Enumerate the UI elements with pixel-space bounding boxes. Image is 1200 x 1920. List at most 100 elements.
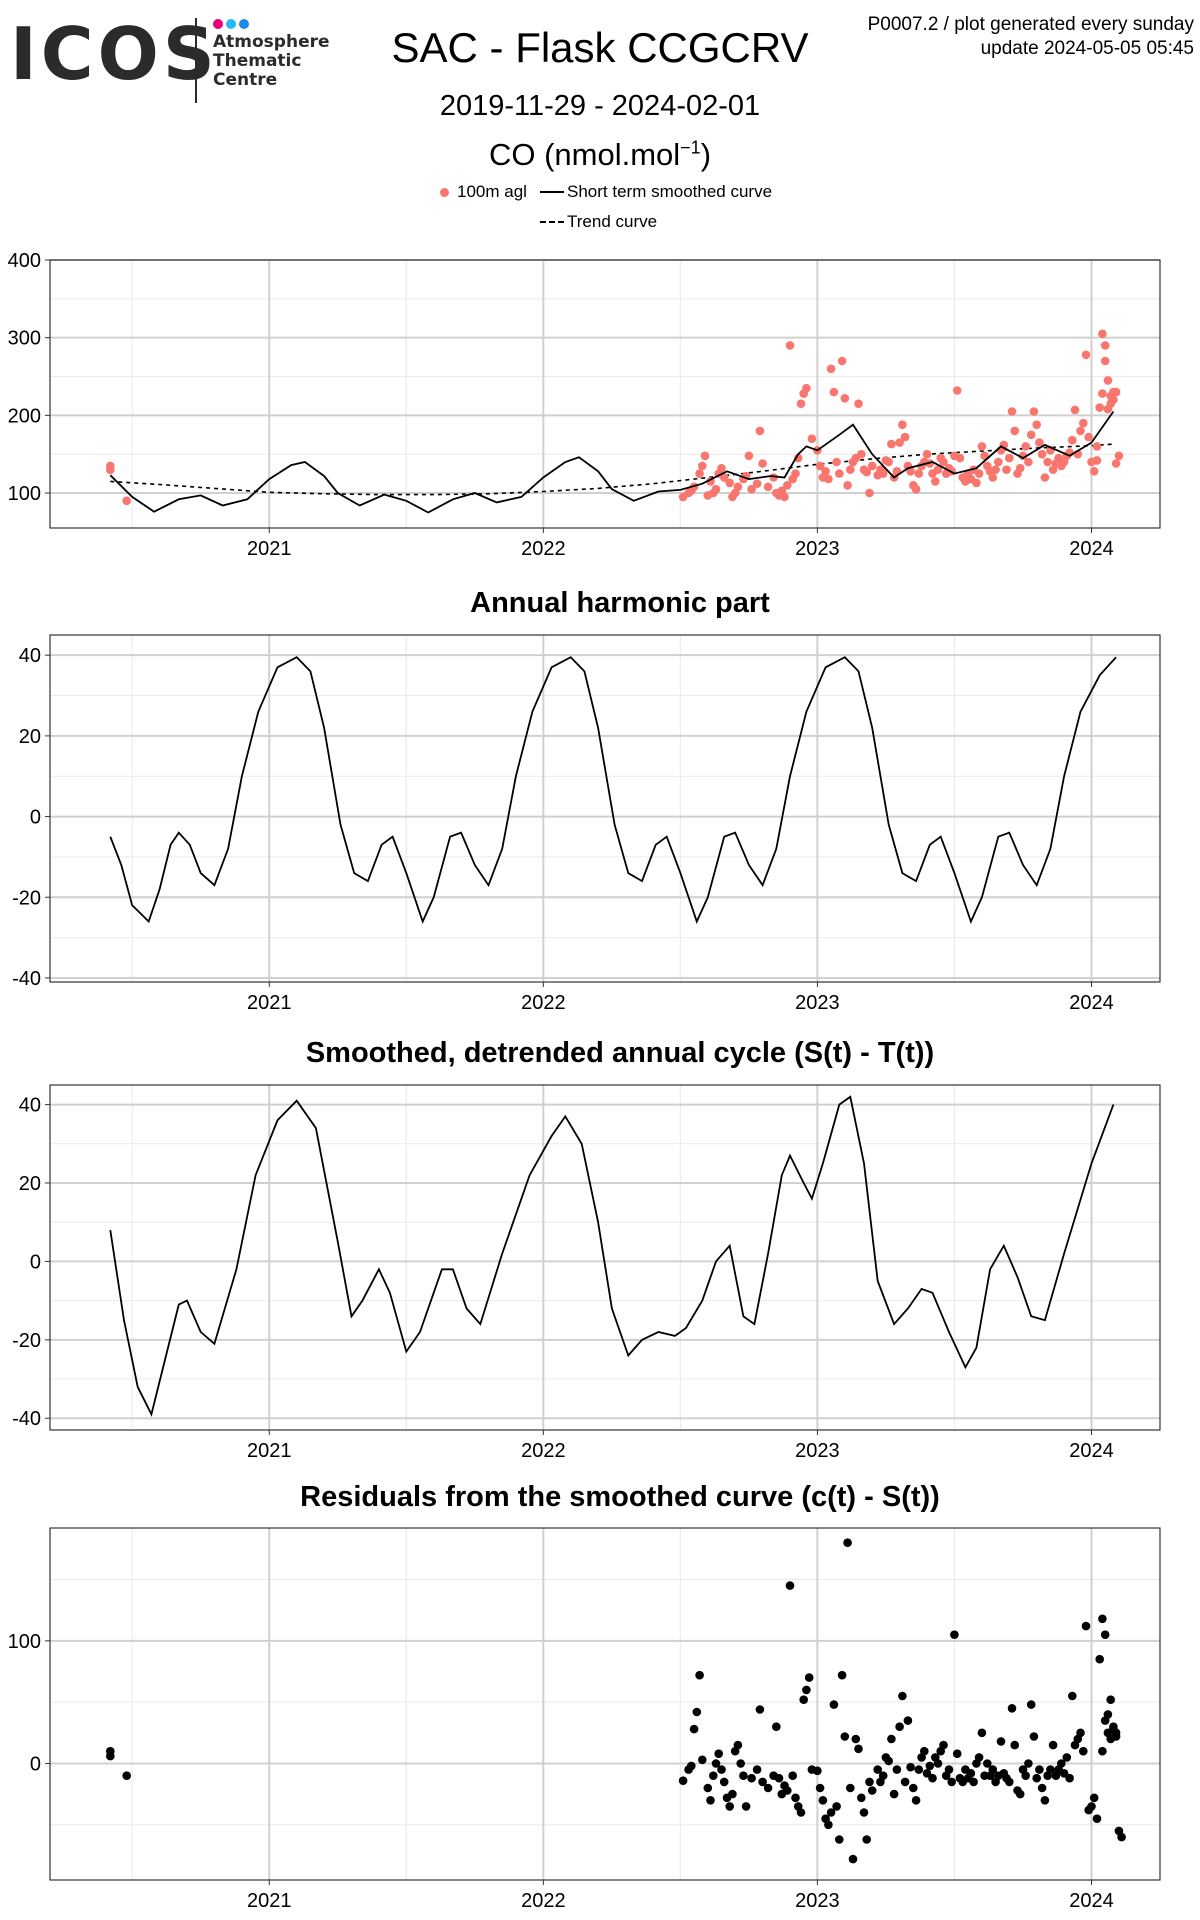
co-data-point (824, 474, 833, 484)
residual-point (725, 1802, 734, 1811)
co-data-point (1024, 457, 1033, 467)
residual-point (703, 1783, 713, 1793)
co-data-point (840, 394, 850, 403)
residual-point (983, 1759, 992, 1768)
residual-point (909, 1783, 918, 1793)
co-data-point (752, 479, 762, 488)
residual-point (774, 1773, 784, 1783)
residual-point (1117, 1832, 1126, 1842)
co-data-point (933, 465, 943, 474)
co-data-point (1032, 420, 1041, 429)
residual-point (988, 1765, 998, 1774)
co-data-point (952, 386, 962, 395)
residual-point (832, 1802, 841, 1811)
logo-dot-magenta (213, 19, 223, 29)
icos-logo: ICOS (10, 12, 219, 96)
co-data-point (1079, 418, 1088, 428)
residual-point (695, 1670, 704, 1680)
co-data-point (763, 482, 773, 492)
annual-harmonic-chart: Annual harmonic part 2021 2022 2023 2024 -40 -… (12, 587, 1161, 1014)
species-unit-exponent: −1 (680, 137, 701, 158)
legend-item-points: 100m agl (440, 182, 527, 202)
co-data-point (854, 399, 863, 408)
trend-curve (110, 443, 1114, 496)
update-timestamp: update 2024-05-05 05:45 (980, 38, 1194, 59)
residual-point (826, 1808, 836, 1817)
co-data-point (914, 469, 924, 478)
residual-point (859, 1808, 869, 1817)
residual-point (1021, 1771, 1030, 1780)
residual-point (873, 1765, 882, 1774)
residual-point (799, 1695, 808, 1704)
residual-point (840, 1732, 850, 1741)
plot-title: SAC - Flask CCGCRV (391, 24, 809, 71)
co-data-point (826, 364, 836, 374)
y-tick-label: 0 (30, 1251, 41, 1273)
residual-point (944, 1765, 954, 1774)
co-data-point (791, 469, 800, 478)
residual-point (711, 1759, 721, 1768)
co-data-point (972, 478, 981, 488)
co-data-point (911, 484, 921, 494)
legend-dashed-line-icon (540, 221, 564, 223)
co-data-point (898, 420, 907, 429)
residual-point (878, 1771, 888, 1780)
co-data-point (1007, 407, 1017, 416)
residual-point (835, 1835, 844, 1844)
y-tick-label: 40 (19, 1095, 41, 1117)
x-tick-label: 2024 (1069, 1440, 1114, 1462)
residual-point (892, 1765, 902, 1774)
residual-point (1037, 1783, 1047, 1793)
residual-point (1010, 1740, 1019, 1750)
residual-point (862, 1835, 871, 1844)
co-data-point (1111, 387, 1121, 397)
co-data-point (733, 482, 743, 492)
residual-point (939, 1740, 948, 1750)
co-timeseries-chart: 2021 2022 2023 2024 100 200 300 400 (8, 250, 1161, 560)
residual-point (706, 1796, 715, 1805)
residual-point (952, 1749, 962, 1758)
co-data-point (1103, 376, 1113, 385)
residual-point (719, 1777, 729, 1787)
date-range: 2019-11-29 - 2024-02-01 (439, 90, 761, 122)
cycle-curve (109, 656, 1117, 924)
co-data-point (106, 465, 115, 474)
co-data-point (719, 473, 729, 482)
residual-point (947, 1777, 956, 1787)
y-tick-label: 400 (8, 250, 41, 272)
residual-point (739, 1771, 748, 1780)
header: ICOS Atmosphere Thematic Centre SAC - Fl… (0, 0, 1200, 240)
co-data-point (698, 461, 707, 471)
x-tick-label: 2021 (247, 992, 292, 1014)
plot-border (49, 1084, 1161, 1431)
y-tick-label: -20 (12, 1330, 41, 1352)
co-data-point (1002, 465, 1011, 474)
residual-point (867, 1786, 877, 1795)
residual-point (783, 1786, 792, 1795)
residual-point (966, 1769, 976, 1778)
co-data-point (1010, 426, 1019, 436)
residual-point (996, 1737, 1006, 1746)
residual-point (1079, 1746, 1088, 1756)
residual-point (922, 1769, 932, 1778)
co-data-point (700, 451, 710, 461)
residual-point (1100, 1630, 1110, 1639)
x-tick-label: 2024 (1069, 1890, 1114, 1912)
co-data-point (857, 449, 866, 459)
residual-point (1111, 1728, 1121, 1738)
panel-title: Residuals from the smoothed curve (c(t) … (300, 1481, 940, 1513)
y-tick-label: -40 (12, 968, 41, 990)
y-tick-label: 300 (8, 328, 41, 350)
x-tick-label: 2022 (521, 1890, 566, 1912)
co-data-point (1076, 426, 1085, 436)
residual-point (933, 1759, 943, 1768)
co-data-point (1084, 432, 1093, 442)
co-data-point (1100, 356, 1110, 366)
residual-point (900, 1777, 910, 1787)
residual-point (848, 1854, 858, 1864)
co-data-point (1029, 407, 1039, 416)
legend-item-trend: Trend curve (540, 212, 657, 232)
residual-point (796, 1808, 806, 1817)
residual-point (1089, 1793, 1099, 1803)
co-data-point (837, 356, 847, 366)
